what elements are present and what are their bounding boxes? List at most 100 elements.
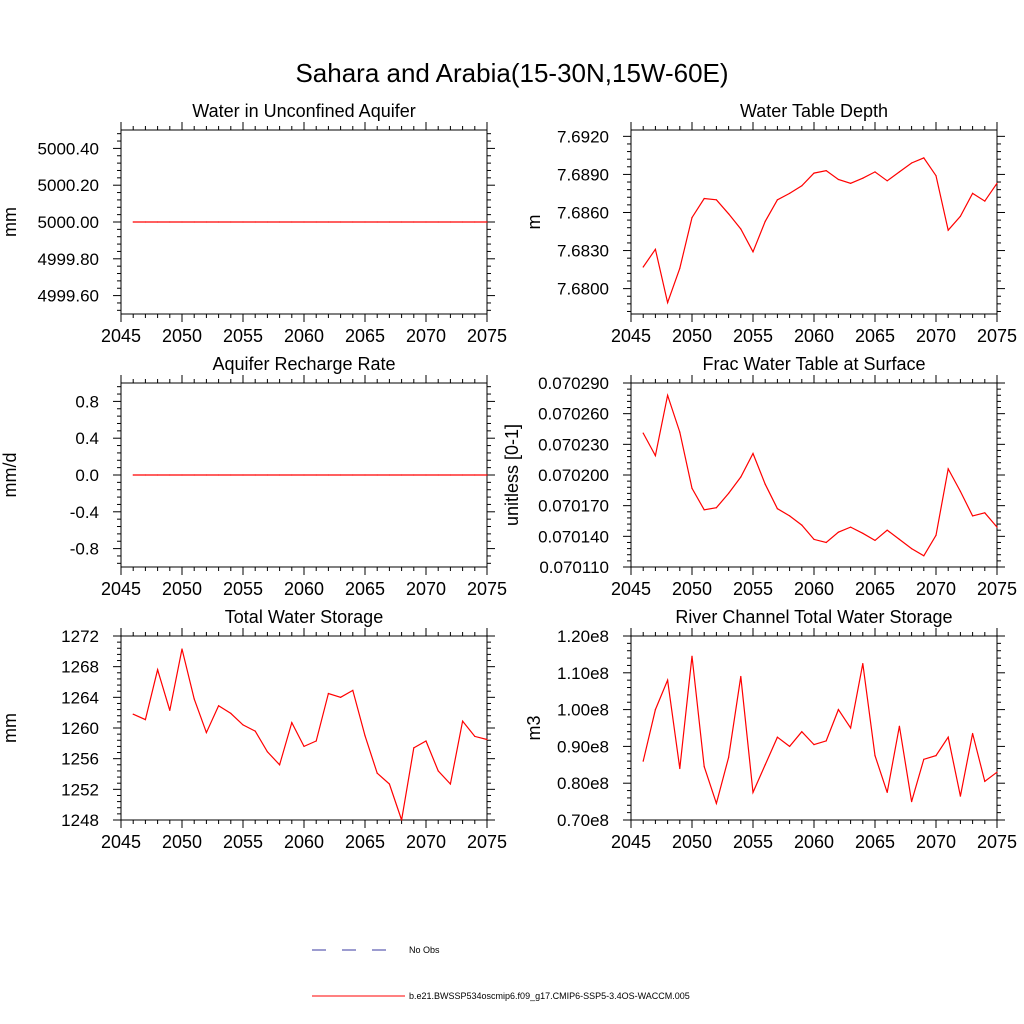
data-point [340, 221, 342, 223]
y-tick-label: 0.070290 [538, 374, 609, 393]
legend-no-obs-label: No Obs [409, 945, 440, 955]
data-point [862, 532, 864, 534]
y-tick-label: 0.8 [75, 392, 99, 411]
x-tick-label: 2070 [406, 579, 446, 599]
data-point [715, 802, 718, 805]
data-point [376, 474, 378, 476]
data-point [437, 770, 439, 772]
x-tick-label: 2075 [977, 326, 1017, 346]
data-point [144, 221, 146, 223]
data-point [388, 474, 390, 476]
x-tick-label: 2050 [672, 326, 712, 346]
x-tick-label: 2050 [672, 832, 712, 852]
x-tick-label: 2050 [162, 326, 202, 346]
data-point [193, 474, 195, 476]
data-point [193, 698, 195, 700]
data-point [715, 199, 718, 201]
y-tick-label: 4999.80 [38, 250, 99, 269]
y-tick-label: 5000.20 [38, 176, 99, 195]
panel-title: Total Water Storage [225, 607, 383, 627]
data-point [132, 474, 134, 476]
data-point [449, 783, 451, 785]
data-point [279, 474, 281, 476]
x-tick-label: 2065 [345, 579, 385, 599]
y-tick-label: 1256 [61, 750, 99, 769]
data-point [462, 474, 464, 476]
data-point [850, 526, 852, 528]
data-point [266, 751, 268, 753]
x-tick-label: 2045 [101, 326, 141, 346]
data-point [315, 221, 317, 223]
x-tick-label: 2060 [284, 326, 324, 346]
data-point [801, 524, 803, 526]
y-tick-label: 0.70e8 [557, 811, 609, 830]
data-point [825, 170, 827, 172]
y-tick-label: 4999.60 [38, 287, 99, 306]
data-point [364, 735, 366, 737]
legend-model-label: b.e21.BWSSP534oscmip6.f09_g17.CMIP6-SSP5… [409, 991, 690, 1001]
panel-title: Frac Water Table at Surface [702, 354, 925, 374]
data-point [679, 431, 681, 433]
x-tick-label: 2055 [223, 326, 263, 346]
data-point [862, 663, 864, 665]
legend: No Obs b.e21.BWSSP534oscmip6.f09_g17.CMI… [312, 945, 690, 1001]
y-tick-label: 0.070260 [538, 405, 609, 424]
model-series-line [132, 648, 488, 821]
y-axis-label: m3 [524, 715, 544, 740]
data-point [303, 221, 305, 223]
data-point [715, 507, 718, 509]
data-point [911, 162, 913, 164]
y-tick-label: 0.070110 [539, 558, 609, 577]
data-point [266, 474, 268, 476]
data-point [169, 709, 171, 712]
data-point [413, 747, 415, 749]
data-point [740, 675, 742, 678]
y-tick-label: 0.0 [75, 466, 99, 485]
x-tick-label: 2070 [406, 326, 446, 346]
data-point [462, 221, 464, 223]
data-point [825, 740, 827, 742]
y-tick-label: 1.20e8 [557, 627, 609, 646]
y-tick-label: 7.6890 [557, 165, 609, 184]
y-tick-label: 1260 [61, 719, 99, 738]
data-point [984, 200, 986, 202]
data-point [898, 538, 901, 541]
data-point [679, 767, 681, 770]
data-point [352, 221, 354, 223]
x-tick-label: 2060 [794, 326, 834, 346]
data-point [972, 515, 974, 517]
y-tick-label: -0.4 [70, 503, 99, 522]
data-point [340, 696, 342, 698]
data-point [205, 474, 207, 476]
data-point [679, 267, 681, 269]
data-point [984, 780, 986, 783]
x-tick-label: 2045 [611, 832, 651, 852]
data-point [898, 171, 901, 173]
data-point [486, 221, 488, 223]
data-point [364, 474, 366, 476]
data-point [776, 736, 779, 738]
data-point [181, 648, 183, 650]
x-tick-label: 2060 [284, 832, 324, 852]
data-point [642, 760, 644, 762]
x-tick-label: 2065 [855, 579, 895, 599]
panel-title: River Channel Total Water Storage [675, 607, 952, 627]
x-tick-label: 2045 [101, 832, 141, 852]
y-axis-label: mm [0, 207, 20, 237]
data-point [996, 526, 998, 528]
data-point [667, 302, 669, 304]
data-point [242, 724, 244, 726]
data-point [654, 709, 657, 711]
y-tick-label: 7.6860 [557, 203, 609, 222]
x-tick-label: 2070 [406, 832, 446, 852]
y-tick-label: 1248 [61, 811, 99, 830]
chart-panel: Water Table Depth m 2045 2050 2055 2060 2065 20… [524, 101, 1017, 346]
data-point [789, 515, 791, 517]
data-point [474, 474, 476, 476]
data-point [254, 474, 256, 476]
data-point [874, 755, 876, 757]
data-point [352, 689, 354, 692]
panel-title: Water Table Depth [740, 101, 888, 121]
x-tick-label: 2075 [977, 579, 1017, 599]
data-point [886, 529, 888, 531]
